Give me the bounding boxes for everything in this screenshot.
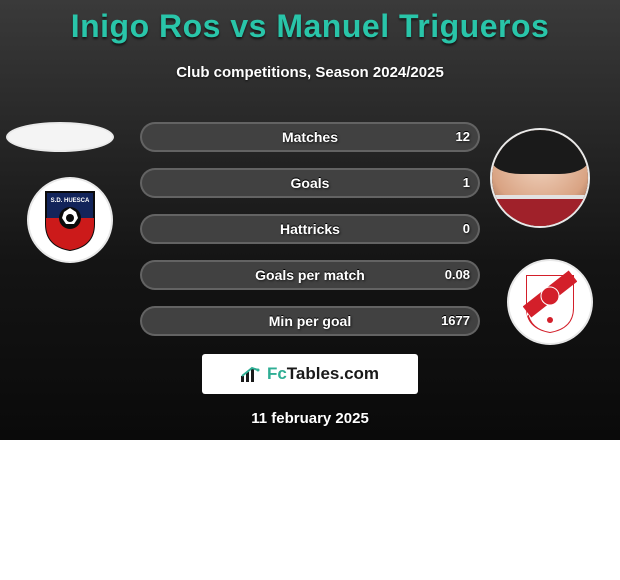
bar-right-fill [140, 168, 480, 198]
badge-text: S.D. HUESCA [51, 198, 90, 204]
bar-row-goals-per-match: Goals per match 0.08 [140, 260, 480, 290]
bar-right-fill [140, 260, 480, 290]
player-right-avatar [492, 130, 588, 226]
subtitle: Club competitions, Season 2024/2025 [0, 64, 620, 81]
bar-right-value: 1677 [441, 306, 470, 336]
bar-right-value: 0.08 [445, 260, 470, 290]
bar-right-value: 0 [463, 214, 470, 244]
watermark-suffix: Tables.com [287, 364, 379, 384]
stats-bars: Matches 12 Goals 1 Hattricks 0 Goals per… [140, 122, 480, 352]
page-title: Inigo Ros vs Manuel Trigueros [0, 8, 620, 45]
bar-right-fill [140, 214, 480, 244]
date-line: 11 february 2025 [0, 410, 620, 427]
avatar-jersey [492, 195, 588, 226]
bar-right-fill [140, 306, 480, 336]
avatar-hair [492, 130, 588, 174]
watermark-logo: FcTables.com [241, 364, 379, 384]
barchart-icon [241, 366, 261, 382]
bar-row-hattricks: Hattricks 0 [140, 214, 480, 244]
watermark-prefix: Fc [267, 364, 287, 384]
bar-row-goals: Goals 1 [140, 168, 480, 198]
bar-right-value: 12 [456, 122, 470, 152]
bar-right-fill [140, 122, 480, 152]
bar-right-value: 1 [463, 168, 470, 198]
granada-shield-icon [523, 270, 577, 334]
fctables-watermark: FcTables.com [202, 354, 418, 394]
bar-row-matches: Matches 12 [140, 122, 480, 152]
club-badge-left: S.D. HUESCA [29, 179, 111, 261]
bar-row-min-per-goal: Min per goal 1677 [140, 306, 480, 336]
comparison-panel: Inigo Ros vs Manuel Trigueros Club compe… [0, 0, 620, 440]
player-left-avatar [8, 124, 112, 150]
sd-huesca-shield-icon: S.D. HUESCA [42, 188, 98, 252]
club-badge-right [509, 261, 591, 343]
